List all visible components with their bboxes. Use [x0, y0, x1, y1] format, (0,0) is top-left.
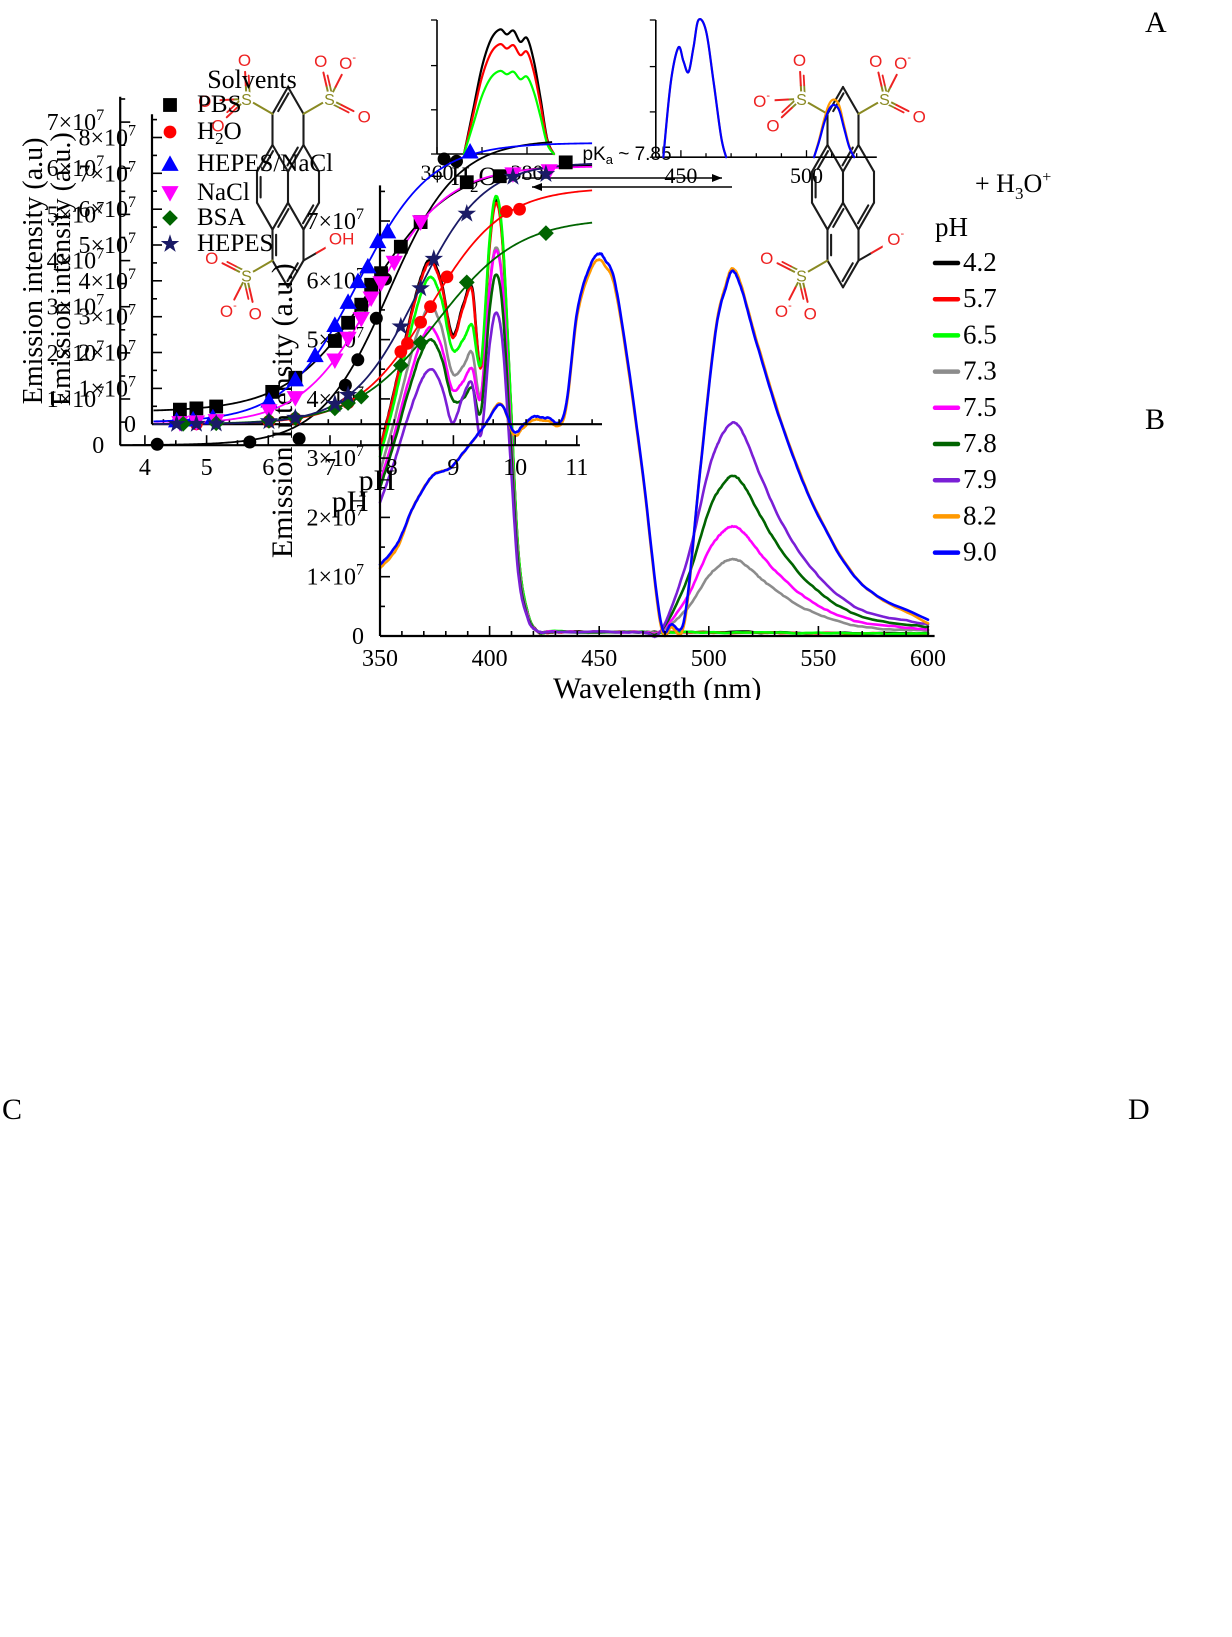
svg-text:8×107: 8×107 [78, 123, 136, 152]
svg-text:3×107: 3×107 [78, 302, 136, 331]
svg-text:PBS: PBS [197, 91, 241, 118]
svg-text:1×107: 1×107 [78, 373, 136, 402]
svg-text:Emission intensity (a.u.): Emission intensity (a.u.) [46, 132, 77, 406]
svg-text:HEPES/NaCl: HEPES/NaCl [197, 150, 333, 177]
svg-text:4×107: 4×107 [78, 266, 136, 295]
svg-text:pH: pH [359, 464, 396, 497]
svg-text:6×107: 6×107 [78, 194, 136, 223]
svg-text:Solvents: Solvents [207, 65, 297, 94]
svg-text:NaCl: NaCl [197, 179, 250, 206]
svg-text:H2O: H2O [197, 118, 242, 148]
svg-text:2×107: 2×107 [78, 338, 136, 367]
svg-text:7×107: 7×107 [78, 158, 136, 187]
svg-text:5×107: 5×107 [78, 230, 136, 259]
svg-text:0: 0 [124, 412, 136, 438]
svg-text:HEPES: HEPES [197, 230, 273, 257]
svg-text:BSA: BSA [197, 204, 246, 231]
